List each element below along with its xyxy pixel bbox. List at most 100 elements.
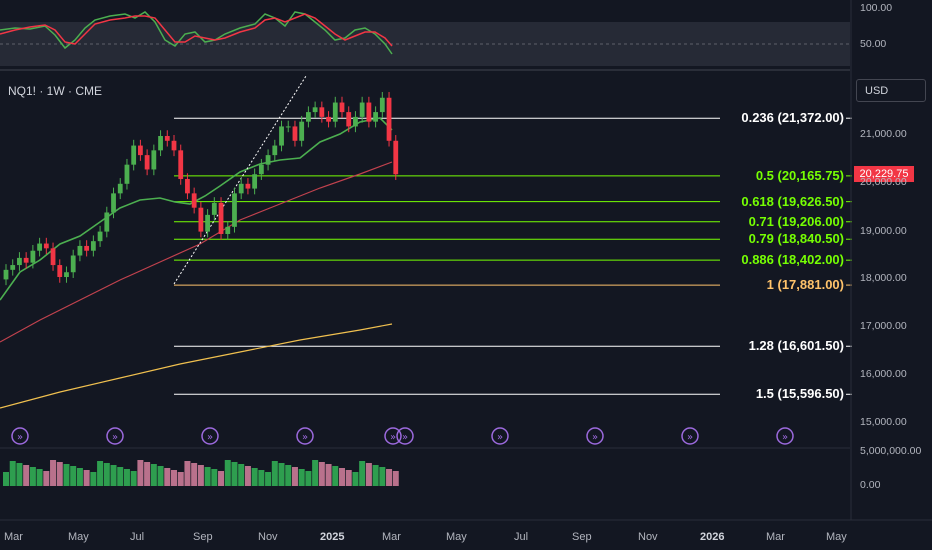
moving-averages xyxy=(0,117,393,409)
fib-level-label: 1.5 (15,596.50) xyxy=(755,386,844,402)
price-axis-label: 15,000.00 xyxy=(860,416,907,428)
candle-body xyxy=(131,145,137,165)
candle-body xyxy=(332,102,338,122)
candle-body xyxy=(111,193,116,213)
candle-body xyxy=(37,243,42,251)
event-marker-icon[interactable] xyxy=(201,427,219,445)
candle-body xyxy=(245,183,251,189)
candle-body xyxy=(57,265,63,278)
candle-body xyxy=(205,214,210,232)
candle-body xyxy=(84,245,90,251)
event-marker-arrow-icon: » xyxy=(402,432,408,443)
event-marker-icon[interactable] xyxy=(11,427,29,445)
candle-body xyxy=(265,155,271,165)
ma-20-line xyxy=(0,117,393,301)
volume-bar xyxy=(372,465,379,486)
symbol-label: NQ1! · 1W · CME xyxy=(8,84,103,98)
volume-bar xyxy=(144,462,151,486)
volume-bar xyxy=(97,461,104,486)
time-axis-label: Mar xyxy=(4,531,23,543)
time-axis-label: May xyxy=(68,531,89,543)
time-axis-label: Sep xyxy=(572,531,592,543)
candle-body xyxy=(185,179,190,194)
volume-bar xyxy=(184,461,191,486)
candle-body xyxy=(70,255,76,273)
candle-body xyxy=(17,257,22,266)
volume-bar xyxy=(103,463,110,486)
candle-body xyxy=(90,241,96,251)
candle-body xyxy=(319,107,325,117)
fib-level-label: 1.28 (16,601.50) xyxy=(748,338,844,354)
volume-bar xyxy=(164,468,171,486)
fib-level-label: 0.618 (19,626.50) xyxy=(741,193,844,209)
event-marker-icon[interactable] xyxy=(586,427,604,445)
candle-body xyxy=(164,136,170,141)
volume-bar xyxy=(36,469,43,486)
volume-bar xyxy=(251,468,258,486)
oscillator-axis-label: 100.00 xyxy=(860,2,893,14)
currency-button[interactable]: USD xyxy=(856,79,926,102)
event-marker-arrow-icon: » xyxy=(390,432,396,443)
volume-bar xyxy=(83,470,90,486)
candle-body xyxy=(10,265,16,270)
candle-body xyxy=(151,150,157,170)
price-axis-label: 20,000.00 xyxy=(860,176,907,188)
volume-bar xyxy=(204,467,211,486)
event-marker-arrow-icon: » xyxy=(497,432,503,443)
fib-trendline xyxy=(173,75,307,285)
volume-bar xyxy=(305,471,312,486)
volume-bar xyxy=(291,467,298,486)
candle-body xyxy=(326,116,331,122)
candle-body xyxy=(232,193,237,227)
candle-body xyxy=(198,207,204,232)
candle-body xyxy=(238,183,244,194)
candle-body xyxy=(386,97,392,141)
volume-bar xyxy=(298,469,305,486)
oscillator-line-red xyxy=(0,13,393,47)
time-axis-label: 2026 xyxy=(700,531,725,543)
event-marker-icon[interactable] xyxy=(396,427,414,445)
event-marker-icon[interactable] xyxy=(491,427,509,445)
candle-body xyxy=(117,183,123,194)
candle-body xyxy=(339,102,345,113)
candle-body xyxy=(379,97,385,113)
fib-level-label: 0.886 (18,402.00) xyxy=(741,252,844,268)
event-marker-arrow-icon: » xyxy=(112,432,118,443)
candle-body xyxy=(104,212,110,232)
candle-body xyxy=(77,245,83,256)
price-axis-label: 16,000.00 xyxy=(860,368,907,380)
volume-axis-label: 0.00 xyxy=(860,479,881,491)
oscillator-line-green xyxy=(0,11,393,55)
volume-bar xyxy=(110,465,117,486)
candle-body xyxy=(138,145,143,156)
candle-body xyxy=(292,126,298,141)
volume-bar xyxy=(56,462,63,486)
time-axis-label: 2025 xyxy=(320,531,345,543)
candle-body xyxy=(393,140,399,175)
candle-body xyxy=(312,107,318,113)
event-marker-icon[interactable] xyxy=(776,427,794,445)
fib-level-label: 0.71 (19,206.00) xyxy=(748,213,844,229)
volume-bar xyxy=(312,460,319,486)
event-marker-arrow-icon: » xyxy=(592,432,598,443)
volume-bar xyxy=(123,469,130,486)
candle-body xyxy=(23,257,29,263)
event-marker-arrow-icon: » xyxy=(17,432,23,443)
event-marker-icon[interactable] xyxy=(681,427,699,445)
candle-body xyxy=(158,136,163,151)
volume-bar xyxy=(29,467,36,486)
candle-body xyxy=(346,112,352,127)
event-marker-arrow-icon: » xyxy=(207,432,213,443)
volume-bar xyxy=(365,463,372,486)
volume-bar xyxy=(325,464,332,486)
event-marker-icon[interactable] xyxy=(296,427,314,445)
volume-bar xyxy=(244,466,251,486)
event-marker-icon[interactable] xyxy=(384,427,402,445)
time-axis-label: May xyxy=(446,531,467,543)
time-axis-label: Sep xyxy=(193,531,213,543)
event-marker-icon[interactable] xyxy=(106,427,124,445)
candle-body xyxy=(191,193,197,208)
candle-body xyxy=(225,226,231,234)
volume-bar xyxy=(70,466,77,486)
